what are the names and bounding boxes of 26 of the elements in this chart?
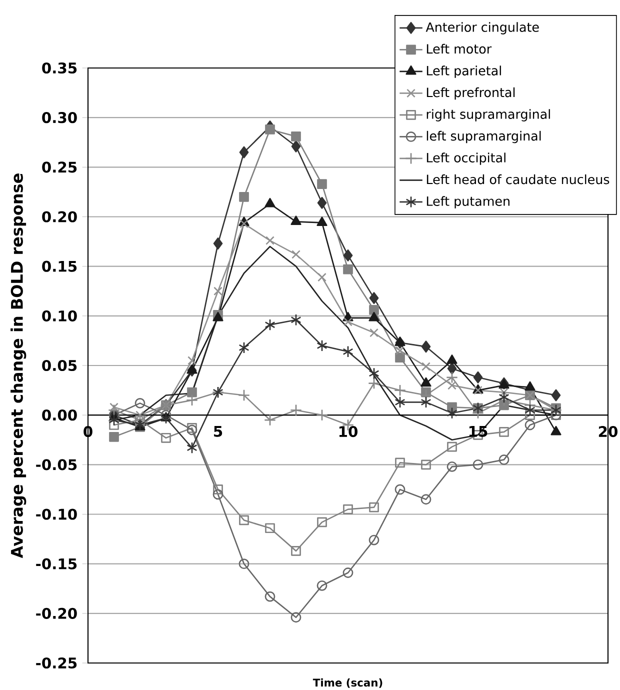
- y-tick-label: 0.10: [42, 310, 77, 322]
- x-tick-label: 10: [339, 426, 358, 438]
- y-tick-label: -0.05: [36, 459, 77, 470]
- legend-label: left supramarginal: [426, 130, 541, 144]
- y-tick-label: 0.05: [42, 360, 77, 372]
- y-tick-label: 0.35: [42, 62, 77, 74]
- legend-label: Left parietal: [426, 66, 501, 78]
- y-axis-title: Average percent change in BOLD response: [10, 174, 26, 558]
- x-tick-label: 5: [214, 426, 222, 437]
- y-tick-label: 0.20: [42, 211, 77, 222]
- y-tick-label: -0.20: [36, 608, 77, 619]
- x-axis-title: Time (scan): [312, 678, 382, 688]
- legend-label: Anterior cingulate: [426, 22, 539, 34]
- legend-label: Left putamen: [426, 196, 510, 208]
- legend-label: right supramarginal: [426, 109, 550, 122]
- y-tick-label: -0.10: [36, 508, 77, 520]
- legend-label: Left prefrontal: [426, 87, 515, 100]
- legend-label: Left motor: [426, 44, 492, 54]
- legend-label: Left occipital: [426, 152, 506, 165]
- y-tick-label: 0.25: [42, 162, 77, 173]
- y-tick-label: 0.15: [42, 260, 77, 272]
- y-tick-label: -0.25: [36, 657, 77, 669]
- y-tick-label: 0.00: [42, 410, 77, 421]
- y-tick-label: 0.30: [42, 112, 77, 124]
- y-tick-label: -0.15: [36, 558, 77, 570]
- legend-label: Left head of caudate nucleus: [426, 174, 610, 184]
